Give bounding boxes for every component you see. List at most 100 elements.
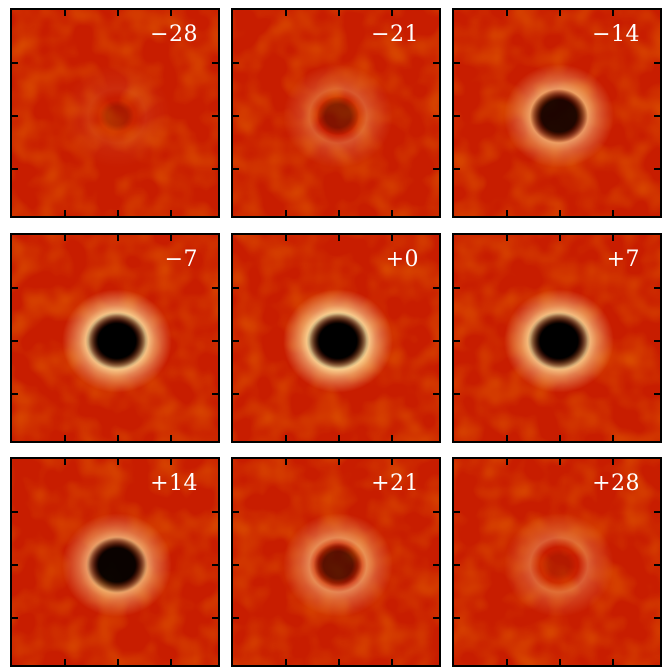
panel-label: −21 [371, 22, 419, 47]
axis-tick [454, 62, 460, 64]
axis-tick [233, 511, 239, 513]
axis-tick [454, 340, 460, 342]
axis-tick [433, 511, 439, 513]
dark-core [529, 89, 588, 143]
axis-tick [338, 435, 340, 441]
panel-image [233, 235, 439, 441]
axis-tick [170, 10, 172, 16]
axis-tick [433, 617, 439, 619]
axis-tick [233, 617, 239, 619]
axis-tick [212, 62, 218, 64]
axis-tick [117, 235, 119, 241]
axis-tick [212, 564, 218, 566]
axis-tick [64, 210, 66, 216]
axis-tick [559, 435, 561, 441]
axis-tick [654, 287, 660, 289]
axis-tick [654, 115, 660, 117]
axis-tick [233, 564, 239, 566]
axis-tick [559, 10, 561, 16]
axis-tick [338, 459, 340, 465]
axis-tick [506, 459, 508, 465]
axis-tick [559, 459, 561, 465]
axis-tick [170, 235, 172, 241]
axis-tick [233, 168, 239, 170]
panel-label: −7 [164, 247, 198, 272]
dark-core [85, 312, 149, 370]
image-panel: +14 [10, 457, 220, 667]
axis-tick [212, 511, 218, 513]
axis-tick [12, 168, 18, 170]
axis-tick [391, 659, 393, 665]
axis-tick [64, 659, 66, 665]
axis-tick [117, 210, 119, 216]
axis-tick [233, 62, 239, 64]
axis-tick [454, 564, 460, 566]
axis-tick [212, 168, 218, 170]
axis-tick [285, 659, 287, 665]
axis-tick [454, 393, 460, 395]
dark-core [527, 312, 591, 370]
axis-tick [559, 659, 561, 665]
axis-tick [212, 393, 218, 395]
axis-tick [12, 511, 18, 513]
dark-core [313, 542, 363, 588]
axis-tick [506, 235, 508, 241]
axis-tick [212, 115, 218, 117]
axis-tick [391, 235, 393, 241]
axis-tick [117, 10, 119, 16]
image-panel: +0 [231, 233, 441, 443]
axis-tick [117, 459, 119, 465]
axis-tick [612, 459, 614, 465]
axis-tick [433, 393, 439, 395]
axis-tick [12, 617, 18, 619]
axis-tick [433, 115, 439, 117]
axis-tick [391, 10, 393, 16]
axis-tick [433, 287, 439, 289]
axis-tick [12, 393, 18, 395]
axis-tick [454, 115, 460, 117]
panel-image [12, 10, 218, 216]
dark-core [86, 536, 148, 594]
panel-label: +0 [385, 247, 419, 272]
axis-tick [233, 287, 239, 289]
panel-label: +28 [592, 471, 640, 496]
axis-tick [12, 340, 18, 342]
panel-image [12, 235, 218, 441]
axis-tick [654, 393, 660, 395]
axis-tick [170, 210, 172, 216]
panel-image [454, 459, 660, 665]
axis-tick [64, 235, 66, 241]
axis-tick [454, 511, 460, 513]
image-panel: −7 [10, 233, 220, 443]
axis-tick [391, 459, 393, 465]
axis-tick [391, 435, 393, 441]
image-panel: −14 [452, 8, 662, 218]
axis-tick [654, 168, 660, 170]
axis-tick [506, 210, 508, 216]
axis-tick [433, 62, 439, 64]
axis-tick [12, 287, 18, 289]
axis-tick [64, 10, 66, 16]
axis-tick [338, 235, 340, 241]
axis-tick [64, 459, 66, 465]
axis-tick [338, 659, 340, 665]
panel-image [233, 10, 439, 216]
image-panel: +21 [231, 457, 441, 667]
axis-tick [454, 287, 460, 289]
axis-tick [170, 459, 172, 465]
axis-tick [612, 10, 614, 16]
panel-label: +14 [150, 471, 198, 496]
axis-tick [454, 617, 460, 619]
axis-tick [285, 435, 287, 441]
axis-tick [212, 340, 218, 342]
axis-tick [612, 235, 614, 241]
image-panel: −21 [231, 8, 441, 218]
axis-tick [117, 659, 119, 665]
axis-tick [433, 340, 439, 342]
axis-tick [64, 435, 66, 441]
panel-image [454, 235, 660, 441]
axis-tick [506, 10, 508, 16]
axis-tick [212, 617, 218, 619]
axis-tick [285, 235, 287, 241]
image-panel: −28 [10, 8, 220, 218]
